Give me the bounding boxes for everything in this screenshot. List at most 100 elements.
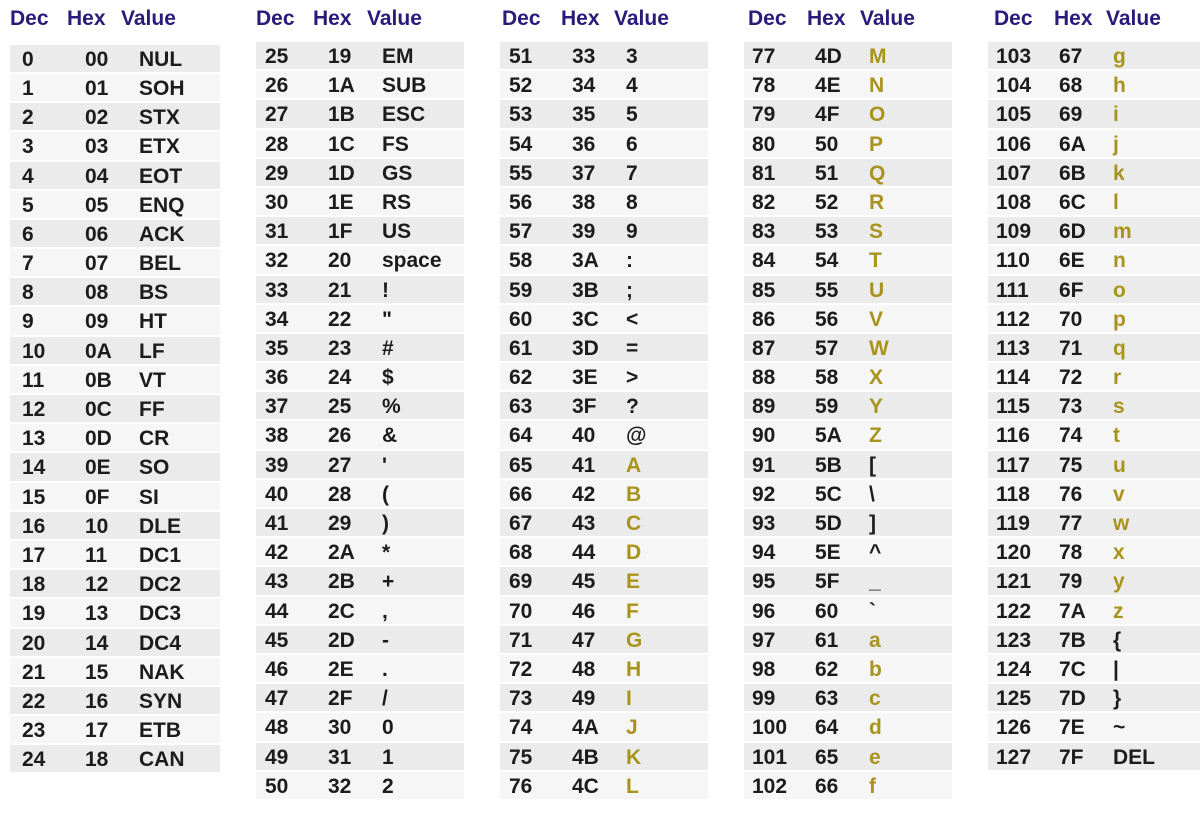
table-row: 60 3C < [500, 304, 708, 334]
cell-hex: 25 [328, 395, 352, 419]
cell-hex: 63 [815, 687, 839, 711]
table-row: 9 09 HT [10, 307, 220, 337]
cell-dec: 45 [265, 628, 289, 652]
table-row: 46 2E. [256, 654, 464, 685]
cell-dec: 32 [265, 249, 289, 273]
cell-value: ! [382, 278, 389, 302]
table-column: Dec Hex Value 0 00 NUL 1 01 SOH 2 02 STX 3 03 ETX 4 04 EO… [10, 0, 220, 775]
cell-dec: 20 [22, 631, 46, 655]
cell-dec: 3 [22, 135, 34, 159]
cell-value: R [869, 190, 885, 214]
cell-value: F [626, 599, 639, 623]
table-row: 126 7E ~ [988, 713, 1200, 743]
cell-dec: 37 [265, 395, 289, 419]
cell-dec: 125 [996, 687, 1032, 711]
cell-hex: 12 [85, 573, 109, 597]
table-row: 127 7F DEL [988, 742, 1200, 772]
cell-value: q [1113, 336, 1126, 360]
cell-dec: 127 [996, 745, 1032, 769]
cell-dec: 38 [265, 424, 289, 448]
cell-hex: 69 [1059, 103, 1083, 127]
cell-dec: 13 [22, 427, 46, 451]
table-row: 113 71 q [988, 333, 1200, 364]
cell-value: G [626, 628, 643, 652]
cell-value: w [1113, 512, 1130, 535]
cell-hex: 59 [815, 395, 839, 419]
table-row: 77 4D M [744, 42, 952, 72]
cell-dec: 50 [265, 774, 289, 798]
cell-hex: 51 [815, 161, 839, 185]
cell-dec: 117 [996, 453, 1030, 477]
table-row: 88 58 X [744, 363, 952, 393]
table-row: 15 0F SI [10, 482, 220, 512]
table-row: 43 2B + [256, 567, 464, 597]
cell-value: ENQ [139, 193, 185, 217]
cell-dec: 126 [996, 716, 1032, 740]
cell-value: t [1113, 424, 1120, 448]
cell-hex: 57 [815, 336, 839, 360]
cell-dec: 31 [265, 220, 289, 244]
cell-hex: 5F [815, 570, 840, 594]
cell-value: ? [626, 395, 639, 419]
cell-value: $ [382, 366, 394, 390]
table-row: 48 30 0 [256, 713, 464, 743]
cell-hex: 19 [328, 45, 352, 68]
table-row: 14 0E SO [10, 453, 220, 483]
cell-dec: 1 [22, 76, 34, 100]
cell-hex: 46 [572, 599, 596, 623]
table-row: 20 14 DC4 [10, 628, 220, 658]
cell-dec: 108 [996, 190, 1032, 214]
table-row: 59 3B; [500, 275, 708, 305]
cell-dec: 43 [265, 570, 289, 594]
cell-hex: 3F [572, 395, 597, 419]
table-row: 120 78 x [988, 538, 1200, 568]
cell-hex: 0E [85, 456, 111, 480]
header-value: Value [367, 7, 422, 30]
table-row: 23 17 ETB [10, 716, 220, 746]
cell-value: FS [382, 132, 409, 156]
table-row: 118 76 v [988, 479, 1200, 509]
table-row: 22 16 SYN [10, 686, 220, 717]
cell-value: } [1113, 687, 1122, 711]
cell-dec: 98 [752, 657, 776, 681]
table-row: 102 66 f [744, 771, 952, 801]
cell-value: r [1113, 366, 1122, 390]
cell-hex: 77 [1059, 512, 1083, 535]
cell-dec: 33 [265, 278, 289, 302]
column-header: Dec Hex Value [500, 0, 708, 40]
cell-dec: 70 [509, 599, 533, 623]
cell-hex: 30 [328, 716, 352, 740]
cell-hex: 54 [815, 249, 839, 273]
cell-dec: 73 [509, 687, 533, 711]
cell-value: k [1113, 161, 1125, 185]
table-row: 28 1C FS [256, 129, 464, 159]
table-row: 101 65 e [744, 742, 952, 772]
cell-hex: 43 [572, 512, 596, 535]
cell-value: 7 [626, 161, 638, 185]
table-row: 68 44 D [500, 538, 708, 568]
cell-dec: 8 [22, 281, 34, 305]
cell-dec: 105 [996, 103, 1032, 127]
cell-value: e [869, 745, 881, 769]
cell-hex: 6D [1059, 220, 1086, 244]
cell-value: [ [869, 453, 876, 477]
cell-value: @ [626, 424, 647, 448]
table-row: 79 4F O [744, 100, 952, 130]
table-row: 36 24 $ [256, 363, 464, 393]
cell-value: ) [382, 512, 389, 535]
cell-dec: 121 [996, 570, 1032, 594]
cell-value: X [869, 366, 884, 390]
cell-hex: 35 [572, 103, 596, 127]
table-row: 70 46 F [500, 596, 708, 626]
table-row: 0 00 NUL [10, 44, 220, 74]
cell-value: SYN [139, 689, 183, 713]
cell-hex: 1F [328, 220, 353, 244]
cell-hex: 55 [815, 278, 839, 302]
cell-hex: 09 [85, 310, 109, 334]
cell-value: L [626, 774, 639, 798]
header-hex: Hex [313, 7, 352, 30]
table-row: 103 67 g [988, 42, 1200, 72]
cell-hex: 0C [85, 398, 112, 422]
cell-dec: 97 [752, 628, 776, 652]
cell-dec: 91 [752, 453, 776, 477]
